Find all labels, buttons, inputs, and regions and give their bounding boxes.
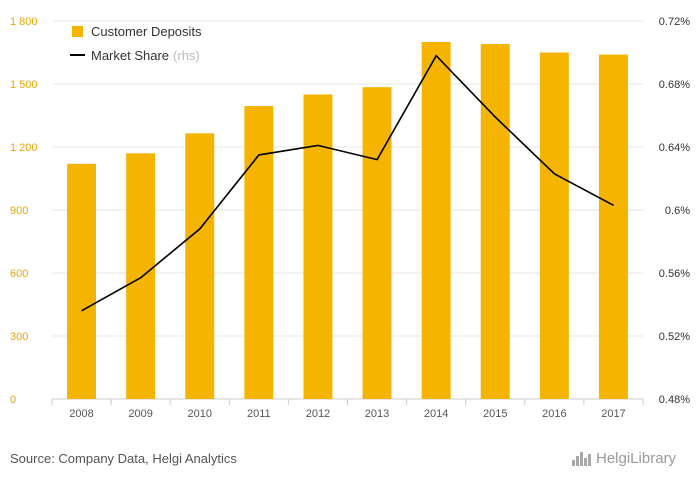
y-right-tick-label: 0.68% xyxy=(659,79,690,91)
x-tick-label: 2015 xyxy=(483,408,507,420)
bar-2014 xyxy=(421,42,451,399)
y-right-tick-label: 0.48% xyxy=(659,394,690,406)
y-left-tick-label: 1 500 xyxy=(10,79,38,91)
x-tick-label: 2016 xyxy=(542,408,566,420)
x-tick-label: 2017 xyxy=(601,408,625,420)
y-left-tick-label: 900 xyxy=(10,205,28,217)
bar-2008 xyxy=(67,163,97,399)
y-left-tick-label: 300 xyxy=(10,331,28,343)
y-left-tick-label: 0 xyxy=(10,394,16,406)
library-icon xyxy=(572,451,591,466)
y-right-tick-label: 0.72% xyxy=(659,16,690,28)
legend-label-deposits: Customer Deposits xyxy=(91,24,202,39)
x-tick-label: 2013 xyxy=(365,408,389,420)
y-right-tick-label: 0.56% xyxy=(659,268,690,280)
x-tick-label: 2010 xyxy=(188,408,212,420)
legend: Customer Deposits Market Share (rhs) xyxy=(70,24,202,63)
x-tick-label: 2009 xyxy=(128,408,152,420)
y-right-tick-label: 0.64% xyxy=(659,142,690,154)
y-left-tick-label: 600 xyxy=(10,268,28,280)
y-right-tick-label: 0.6% xyxy=(665,205,690,217)
market-share-line xyxy=(81,54,614,312)
helgi-library-logo: HelgiLibrary xyxy=(572,450,676,467)
bar-2012 xyxy=(303,94,333,399)
y-axis-right: 0.48% 0.52% 0.56% 0.6% 0.64% 0.68% 0.72% xyxy=(659,16,690,406)
legend-label-market-share: Market Share (rhs) xyxy=(91,48,200,63)
x-tick-label: 2011 xyxy=(247,408,271,420)
bar-2017 xyxy=(598,54,628,399)
chart: 0 300 600 900 1 200 1 500 1 800 0.48% 0.52% 0.56… xyxy=(10,16,690,420)
bar-2010 xyxy=(185,133,215,399)
y-right-tick-label: 0.52% xyxy=(659,331,690,343)
bar-2009 xyxy=(126,153,156,399)
x-axis: 2008 2009 2010 2011 2012 2013 2014 2015 2016 2017 xyxy=(51,399,644,420)
legend-label-market-share-note: (rhs) xyxy=(173,48,200,63)
bar-2011 xyxy=(244,106,274,400)
legend-swatch-deposits xyxy=(72,26,83,37)
x-tick-label: 2008 xyxy=(69,408,93,420)
logo-text: HelgiLibrary xyxy=(596,450,677,467)
bar-2016 xyxy=(539,52,569,399)
bar-2013 xyxy=(362,87,392,400)
bar-series xyxy=(67,42,628,400)
legend-label-market-share-name: Market Share xyxy=(91,48,169,63)
bar-2015 xyxy=(480,44,510,399)
y-axis-left: 0 300 600 900 1 200 1 500 1 800 xyxy=(10,16,38,406)
y-left-tick-label: 1 200 xyxy=(10,142,38,154)
x-tick-label: 2014 xyxy=(424,408,448,420)
x-tick-label: 2012 xyxy=(306,408,330,420)
source-note: Source: Company Data, Helgi Analytics xyxy=(10,451,237,466)
y-left-tick-label: 1 800 xyxy=(10,16,38,28)
